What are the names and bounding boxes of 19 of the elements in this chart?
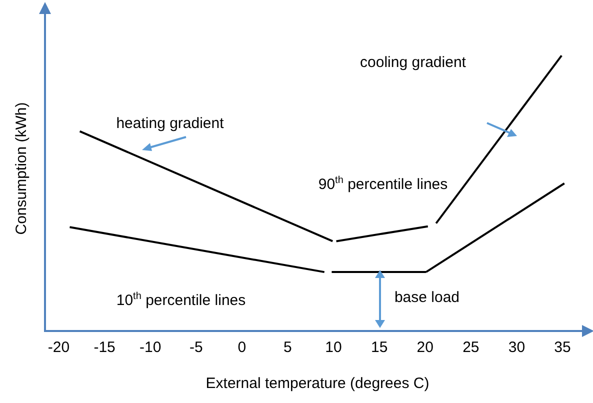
y-axis-title: Consumption (kWh) [13, 102, 30, 235]
annotation: cooling gradient [360, 54, 466, 72]
x-tick-label: 10 [325, 339, 342, 356]
x-tick-label: 30 [508, 339, 526, 356]
x-tick-label: -15 [94, 339, 116, 356]
annotation: heating gradient [116, 115, 224, 133]
x-tick-label: 35 [554, 339, 571, 356]
x-tick-label: -10 [139, 339, 162, 356]
x-axis-title: External temperature (degrees C) [206, 375, 430, 392]
x-tick-label: 25 [462, 339, 480, 356]
annotation: 90$^{th}$ percentile lines [318, 174, 448, 194]
annotation: base load [394, 289, 460, 307]
x-tick-label: 15 [370, 339, 388, 356]
annotation: 10$^{th}$ percentile lines [116, 290, 246, 310]
x-tick-label: 0 [238, 339, 246, 356]
x-tick-label: -5 [189, 339, 203, 356]
x-tick-label: 20 [416, 339, 434, 356]
x-tick-label: 5 [284, 339, 292, 356]
x-tick-label: -20 [48, 339, 70, 356]
